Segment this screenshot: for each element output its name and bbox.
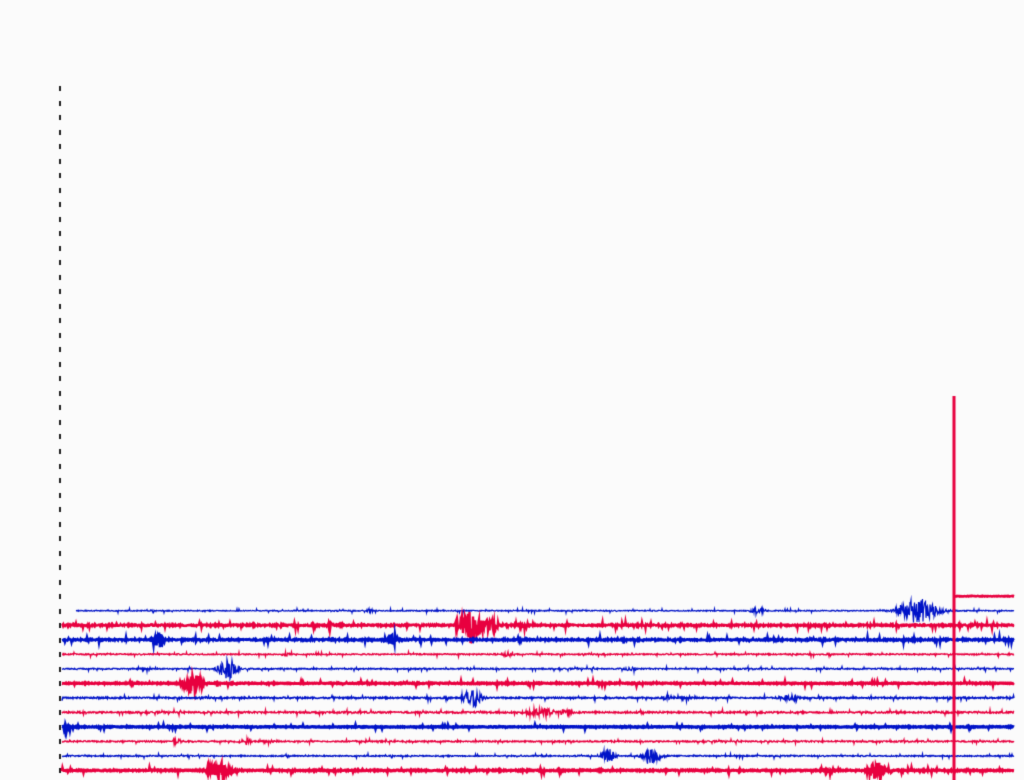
seismogram-trace-canvas: [0, 0, 1024, 780]
helicorder-plot: HT Evgiros, Lefkada island Applied filte…: [0, 0, 1024, 780]
